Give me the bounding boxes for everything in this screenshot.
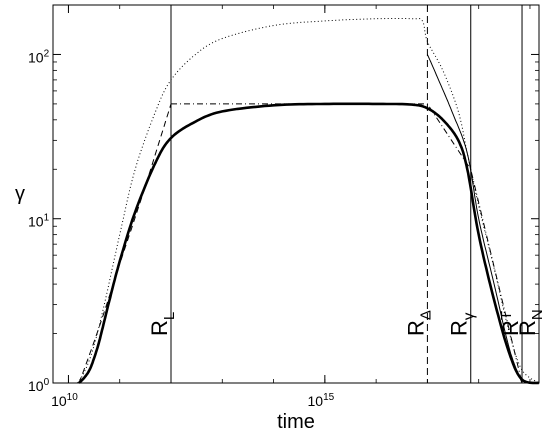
y-tick-label: 102 bbox=[28, 48, 50, 65]
x-tick-label: 1010 bbox=[51, 392, 78, 409]
marker-label-1: RΔ bbox=[403, 310, 434, 336]
series-dashed-line bbox=[78, 103, 172, 384]
series-dash-dot-line bbox=[171, 103, 523, 384]
marker-label-4: RN bbox=[515, 309, 545, 336]
marker-label-2: Rγ bbox=[447, 312, 478, 336]
y-axis-label: γ bbox=[15, 183, 25, 205]
axis-ticks: 1010 1015 100 101 102 bbox=[28, 4, 539, 409]
marker-label-0: RL bbox=[147, 312, 178, 336]
series-thick-solid-line bbox=[77, 102, 540, 385]
x-tick-label: 1015 bbox=[307, 392, 334, 409]
y-tick-label: 101 bbox=[28, 213, 50, 230]
y-tick-label: 100 bbox=[28, 377, 50, 394]
series-layer bbox=[77, 18, 540, 385]
series-thin-solid-line bbox=[426, 54, 523, 384]
x-axis-label: time bbox=[277, 411, 315, 433]
